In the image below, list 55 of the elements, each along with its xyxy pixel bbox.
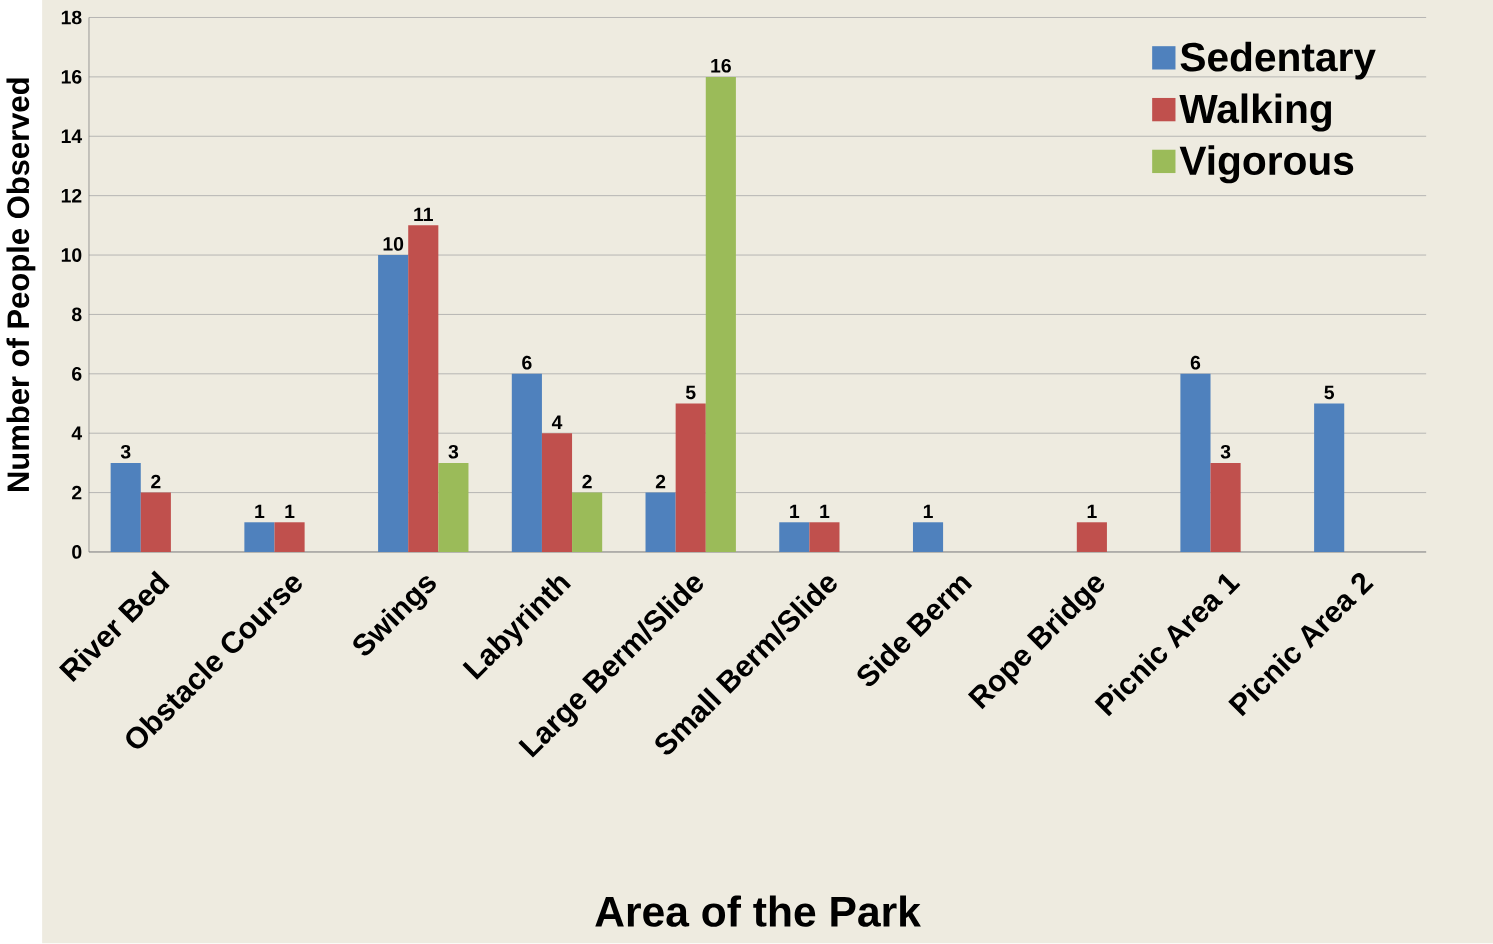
bar — [779, 522, 810, 553]
data-label: 11 — [414, 207, 433, 222]
bar — [378, 255, 409, 553]
data-label: 3 — [1220, 445, 1231, 459]
bar — [645, 492, 676, 553]
legend-label: Sedentary — [1180, 41, 1376, 80]
data-label: 1 — [820, 504, 830, 519]
data-label: 16 — [711, 59, 731, 73]
y-tick-label: 2 — [72, 486, 82, 500]
y-tick-label: 14 — [61, 129, 83, 144]
data-label: 1 — [285, 504, 295, 519]
y-tick-label: 4 — [71, 426, 83, 441]
bar — [705, 77, 736, 553]
data-label: 3 — [120, 445, 131, 459]
bar — [110, 463, 141, 553]
data-label: 1 — [790, 504, 800, 519]
data-label: 3 — [448, 445, 459, 459]
data-label: 2 — [582, 475, 592, 489]
y-tick-label: 12 — [61, 189, 82, 203]
bar — [1180, 374, 1211, 553]
bar — [438, 463, 469, 553]
y-tick-label: 16 — [61, 70, 82, 84]
data-label: 5 — [1324, 385, 1335, 400]
data-label: 5 — [685, 385, 696, 400]
y-tick-label: 6 — [72, 367, 82, 381]
bar — [1314, 403, 1345, 553]
data-label: 6 — [1190, 356, 1201, 370]
bar — [408, 225, 439, 553]
y-tick-label: 18 — [61, 10, 82, 25]
bar — [541, 433, 573, 553]
data-label: 6 — [522, 356, 532, 370]
y-tick-label: 10 — [61, 248, 82, 263]
data-label: 1 — [923, 504, 933, 519]
data-label: 1 — [1087, 504, 1097, 519]
data-label: 4 — [551, 415, 563, 430]
x-axis-title: Area of the Park — [595, 895, 921, 928]
data-label: 1 — [255, 504, 265, 519]
y-tick-label: 0 — [72, 545, 82, 560]
bar — [1076, 522, 1107, 553]
legend-label: Walking — [1179, 93, 1332, 132]
y-axis-title: Number of People Observed — [6, 78, 36, 492]
bar — [912, 522, 944, 553]
data-label: 2 — [151, 475, 161, 489]
bar — [511, 374, 542, 553]
y-tick-label: 8 — [71, 307, 82, 322]
bar — [572, 492, 603, 553]
data-label: 2 — [655, 475, 666, 489]
bar — [274, 522, 305, 553]
bar — [244, 522, 275, 553]
bar — [1210, 463, 1241, 553]
bar — [675, 403, 706, 553]
bar — [809, 522, 840, 553]
bar — [140, 492, 171, 553]
legend-label: Vigorous — [1179, 145, 1354, 184]
data-label: 10 — [383, 237, 404, 251]
